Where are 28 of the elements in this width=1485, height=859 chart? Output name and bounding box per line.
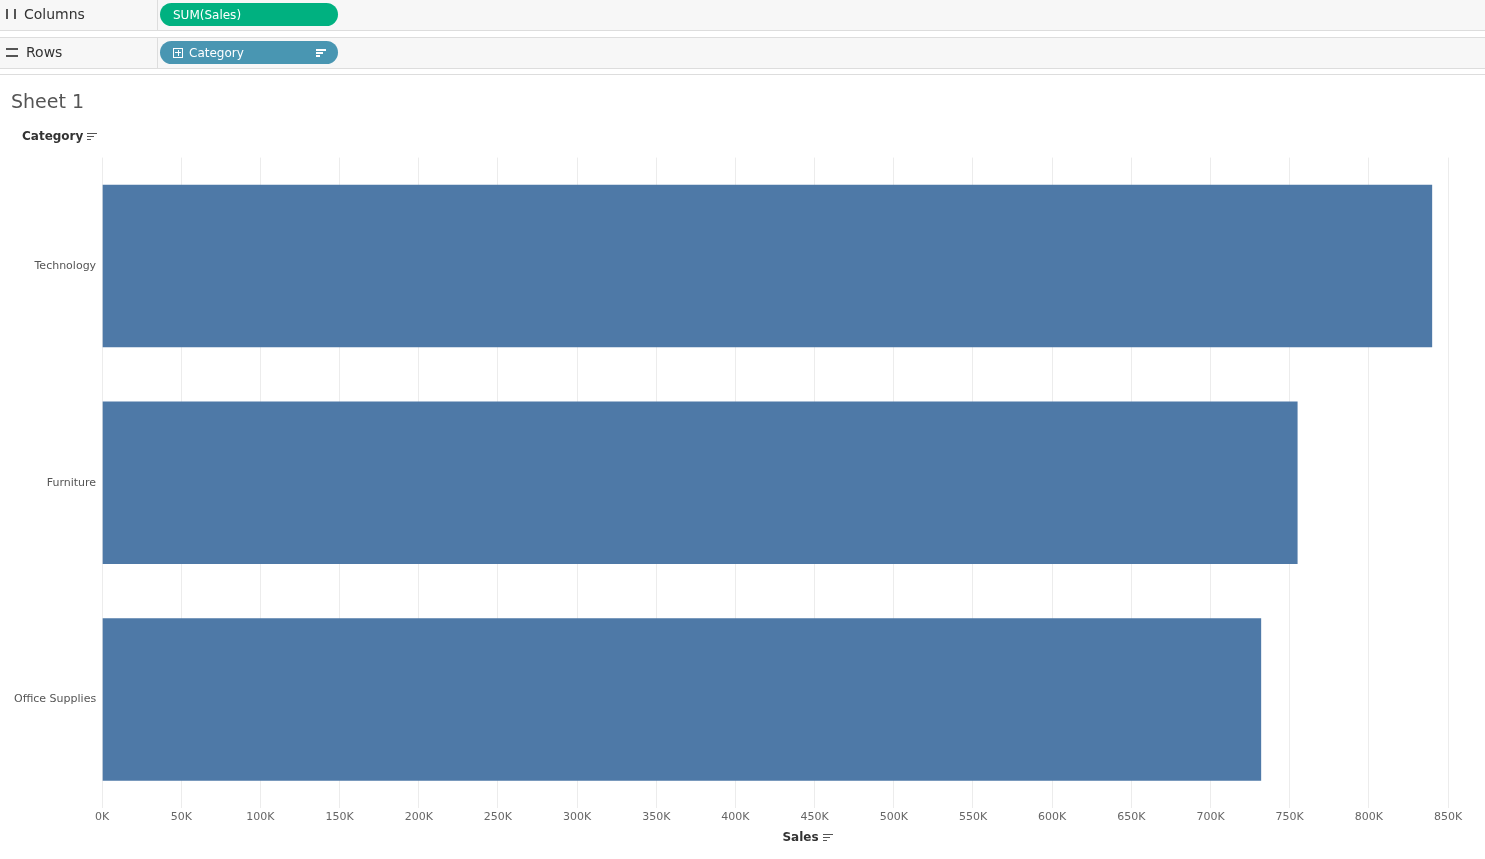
x-tick-label: 500K — [879, 810, 909, 824]
text: Rows — [26, 44, 63, 60]
x-tick-label: 850K — [1433, 810, 1463, 824]
x-tick-label: 150K — [325, 810, 355, 824]
y-axis-title: Category — [22, 129, 84, 143]
x-tick-label: 300K — [563, 810, 593, 824]
x-tick-label: 50K — [170, 810, 193, 824]
y-tick-label: Furniture — [46, 475, 97, 489]
x-tick-label: 450K — [800, 810, 830, 824]
text: Category — [189, 45, 244, 60]
x-tick-label: 550K — [958, 810, 988, 824]
y-tick-label: Office Supplies — [13, 692, 97, 706]
x-axis-title: Sales — [782, 830, 819, 844]
chart-title: Sheet 1 — [11, 90, 85, 112]
x-tick-label: 100K — [246, 810, 276, 824]
x-tick-label: 800K — [1354, 810, 1384, 824]
x-tick-label: 250K — [483, 810, 513, 824]
x-tick-label: 700K — [1196, 810, 1226, 824]
x-tick-label: 350K — [642, 810, 672, 824]
text: SUM(Sales) — [173, 7, 242, 22]
x-tick-label: 0K — [95, 810, 111, 824]
x-tick-label: 750K — [1275, 810, 1305, 824]
y-tick-label: Technology — [33, 258, 97, 272]
x-tick-label: 650K — [1117, 810, 1147, 824]
x-tick-label: 400K — [721, 810, 751, 824]
text: Columns — [24, 6, 85, 22]
x-tick-label: 200K — [404, 810, 434, 824]
x-tick-label: 600K — [1038, 810, 1068, 824]
